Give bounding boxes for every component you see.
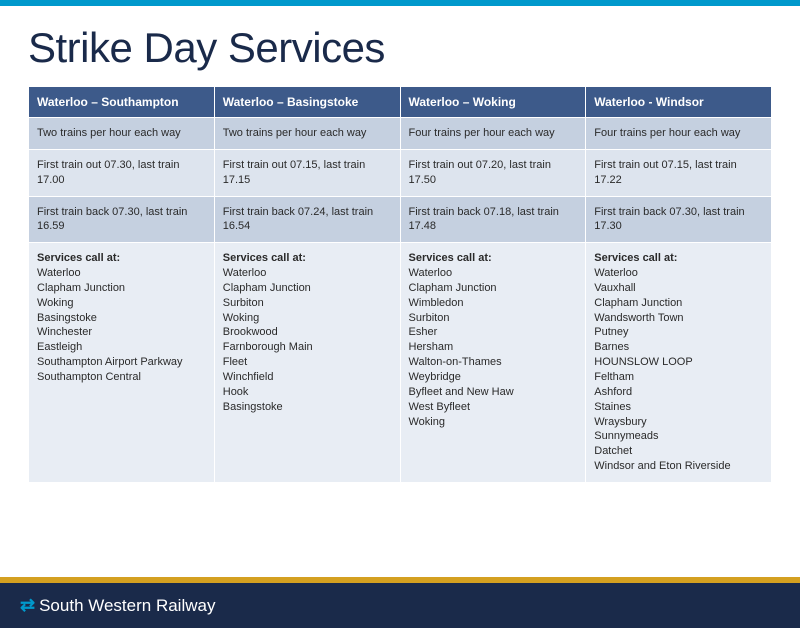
frequency-row: Two trains per hour each way Two trains … xyxy=(29,118,772,150)
cell: First train out 07.20, last train 17.50 xyxy=(400,149,586,196)
cell: First train back 07.18, last train 17.48 xyxy=(400,196,586,243)
calls-cell: Services call at: WaterlooClapham Juncti… xyxy=(214,243,400,483)
brand-bar: ⇄ South Western Railway xyxy=(0,583,800,628)
col-header: Waterloo – Woking xyxy=(400,87,586,118)
calls-header: Services call at: xyxy=(223,251,392,266)
cell: Two trains per hour each way xyxy=(214,118,400,150)
cell: Four trains per hour each way xyxy=(400,118,586,150)
calls-header: Services call at: xyxy=(409,251,578,266)
first-out-row: First train out 07.30, last train 17.00 … xyxy=(29,149,772,196)
cell: First train out 07.15, last train 17.22 xyxy=(586,149,772,196)
header-row: Waterloo – Southampton Waterloo – Basing… xyxy=(29,87,772,118)
calls-list: WaterlooClapham JunctionWimbledonSurbito… xyxy=(409,266,578,429)
arrows-icon: ⇄ xyxy=(20,595,31,616)
calls-cell: Services call at: WaterlooClapham Juncti… xyxy=(29,243,215,483)
page-title: Strike Day Services xyxy=(28,24,772,72)
col-header: Waterloo – Basingstoke xyxy=(214,87,400,118)
calls-list: WaterlooVauxhallClapham JunctionWandswor… xyxy=(594,266,763,474)
calls-header: Services call at: xyxy=(594,251,763,266)
cell: First train out 07.30, last train 17.00 xyxy=(29,149,215,196)
calls-header: Services call at: xyxy=(37,251,206,266)
content-area: Strike Day Services Waterloo – Southampt… xyxy=(0,6,800,483)
cell: Two trains per hour each way xyxy=(29,118,215,150)
calls-list: WaterlooClapham JunctionSurbitonWokingBr… xyxy=(223,266,392,414)
cell: First train out 07.15, last train 17.15 xyxy=(214,149,400,196)
calls-cell: Services call at: WaterlooClapham Juncti… xyxy=(400,243,586,483)
brand-name: South Western Railway xyxy=(39,596,215,616)
cell: First train back 07.30, last train 16.59 xyxy=(29,196,215,243)
col-header: Waterloo – Southampton xyxy=(29,87,215,118)
footer: ⇄ South Western Railway xyxy=(0,577,800,628)
calls-cell: Services call at: WaterlooVauxhallClapha… xyxy=(586,243,772,483)
calls-list: WaterlooClapham JunctionWokingBasingstok… xyxy=(37,266,206,385)
col-header: Waterloo - Windsor xyxy=(586,87,772,118)
calls-row: Services call at: WaterlooClapham Juncti… xyxy=(29,243,772,483)
services-table: Waterloo – Southampton Waterloo – Basing… xyxy=(28,86,772,483)
cell: Four trains per hour each way xyxy=(586,118,772,150)
first-back-row: First train back 07.30, last train 16.59… xyxy=(29,196,772,243)
cell: First train back 07.30, last train 17.30 xyxy=(586,196,772,243)
cell: First train back 07.24, last train 16.54 xyxy=(214,196,400,243)
